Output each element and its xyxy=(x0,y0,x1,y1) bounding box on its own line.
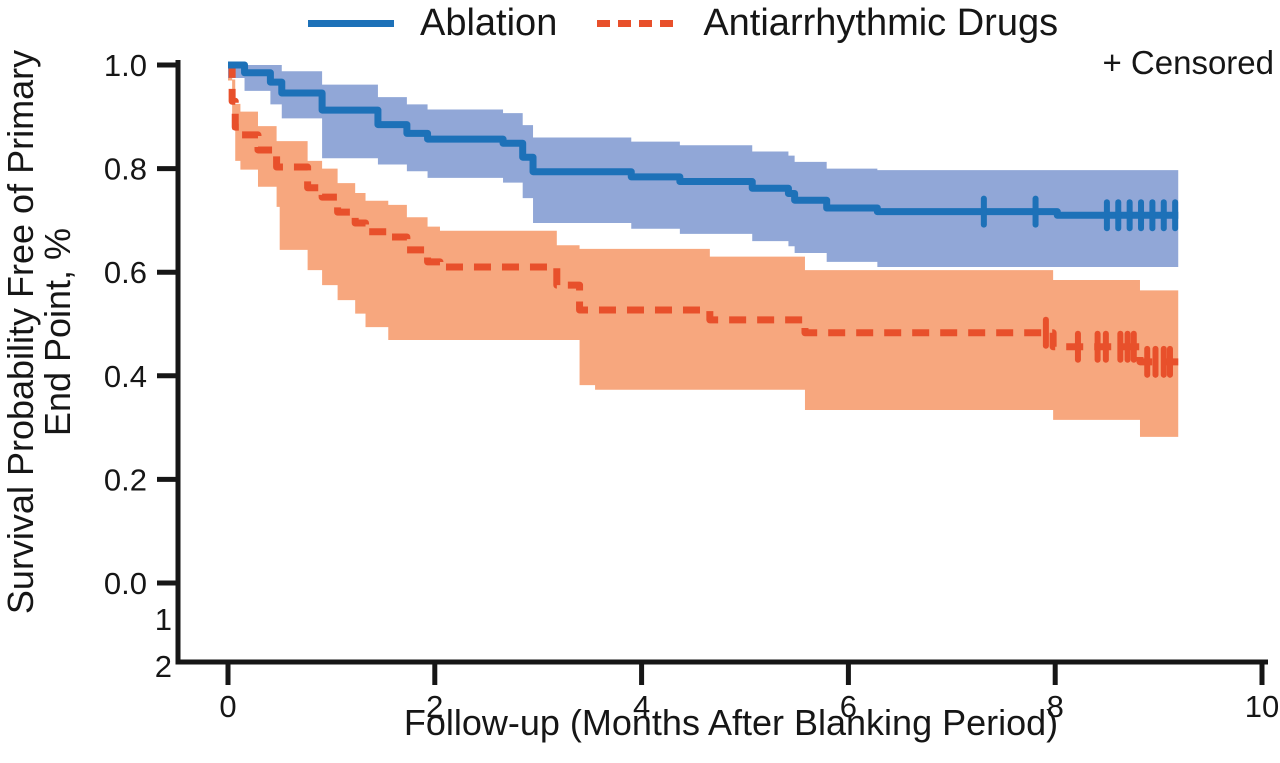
antiarrhythmic-drugs-survival-curve xyxy=(228,61,1179,366)
x-tick-label: 4 xyxy=(633,689,650,724)
x-tick-label: 2 xyxy=(426,689,443,724)
y-tick-label: 0.2 xyxy=(104,462,147,497)
y-axis-title-line1: Survival Probability Free of Primary xyxy=(0,49,41,615)
y-tick-label: 1.0 xyxy=(104,48,147,83)
ablation-line-swatch-icon xyxy=(308,19,394,27)
ablation-confidence-band xyxy=(228,65,1179,268)
antiarrhythmic-drugs-confidence-band xyxy=(228,65,1179,437)
legend-item-ablation: Ablation xyxy=(308,2,557,45)
x-axis-title: Follow-up (Months After Blanking Period) xyxy=(403,702,1059,743)
legend-label-antiarrhythmic-drugs: Antiarrhythmic Drugs xyxy=(703,1,1059,44)
x-tick-label: 10 xyxy=(1245,689,1279,724)
legend: Ablation Antiarrhythmic Drugs xyxy=(308,0,1058,46)
legend-label-ablation: Ablation xyxy=(420,1,558,44)
antiarrhythmic-dashed-line-swatch-icon xyxy=(597,19,678,27)
y-tick-label: 0.8 xyxy=(104,152,147,187)
legend-item-antiarrhythmic-drugs: Antiarrhythmic Drugs xyxy=(597,2,1058,45)
x-tick-label: 8 xyxy=(1047,689,1064,724)
censored-legend-label: + Censored xyxy=(1102,44,1274,81)
ablation-survival-curve xyxy=(228,61,1179,219)
group-row-label: 2 xyxy=(155,649,172,684)
x-tick-label: 0 xyxy=(219,689,236,724)
y-tick-label: 0.4 xyxy=(104,359,147,394)
y-tick-label: 0.0 xyxy=(104,566,147,601)
y-axis-title-line2: End Point, % xyxy=(37,227,78,437)
x-tick-label: 6 xyxy=(840,689,857,724)
y-tick-label: 0.6 xyxy=(104,255,147,290)
group-row-label: 1 xyxy=(155,602,172,637)
